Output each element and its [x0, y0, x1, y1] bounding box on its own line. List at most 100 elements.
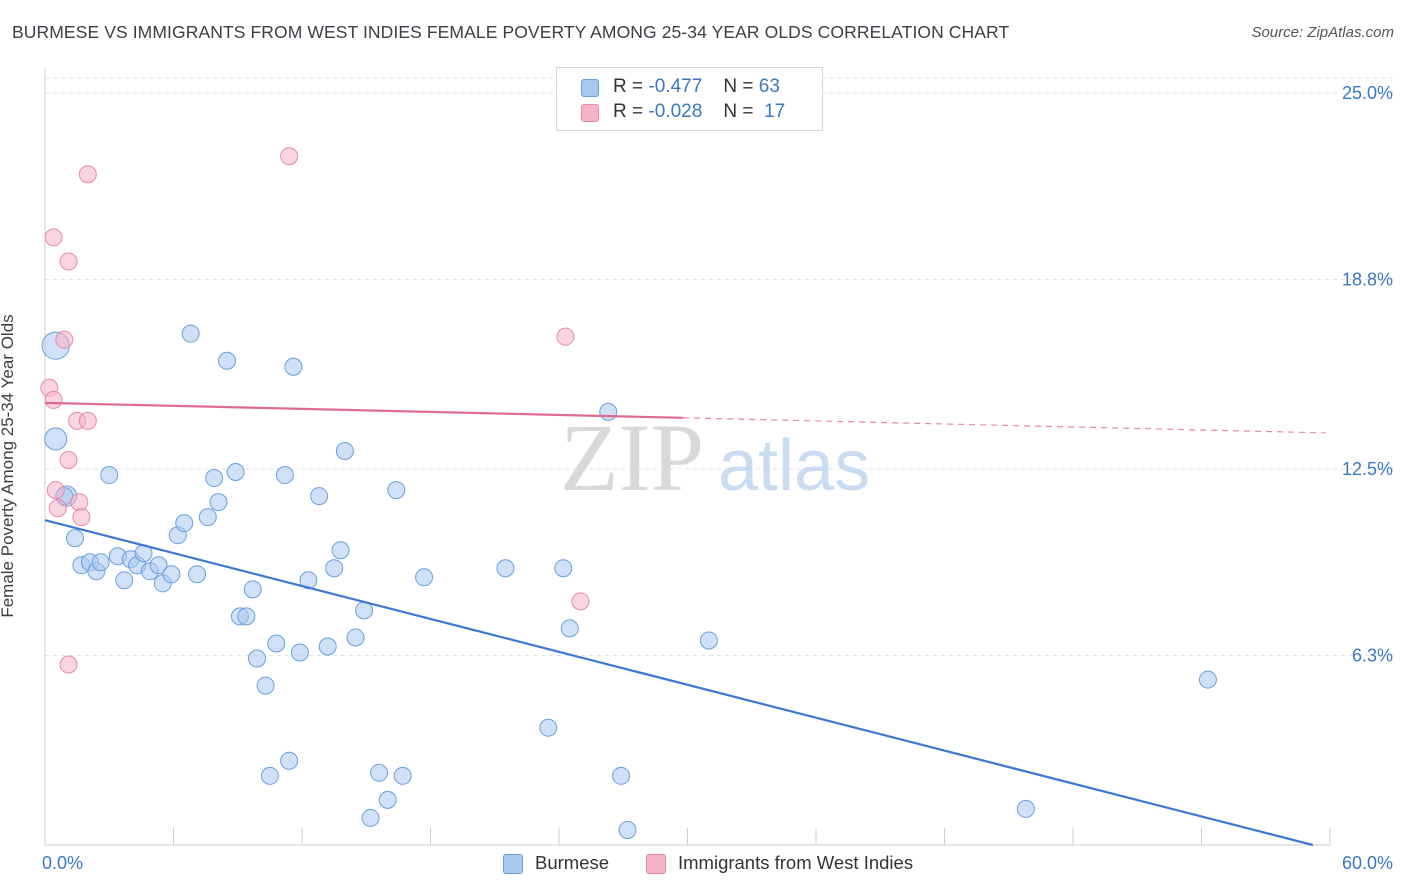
- burmese-point: [256, 676, 275, 695]
- legend-n-label: N =: [723, 101, 754, 122]
- x-tick-label: 0.0%: [42, 853, 83, 873]
- source-label: Source: ZipAtlas.com: [1251, 24, 1394, 41]
- burmese-point: [280, 751, 299, 770]
- west-indies-point: [46, 481, 65, 500]
- y-tick-label: 18.8%: [1342, 270, 1393, 290]
- grid-layer: [45, 77, 1395, 657]
- bottom-legend-swatch-burmese: [503, 854, 523, 874]
- legend-n-label: N =: [723, 76, 754, 97]
- burmese-point: [162, 565, 181, 584]
- watermark-zip: ZIP: [560, 404, 704, 511]
- west-indies-trend-line-extension: [683, 417, 1326, 434]
- burmese-point: [275, 466, 294, 485]
- west-indies-point: [59, 655, 78, 674]
- burmese-point: [100, 466, 119, 485]
- burmese-point: [267, 634, 286, 653]
- west-indies-point: [59, 450, 78, 469]
- west-indies-point: [59, 252, 78, 271]
- burmese-point: [299, 571, 318, 590]
- legend-r-label: R =: [613, 101, 644, 122]
- y-tick-label: 6.3%: [1352, 646, 1393, 666]
- burmese-point: [175, 514, 194, 533]
- axis-layer: [44, 68, 1331, 846]
- burmese-trend-line: [44, 519, 1314, 847]
- chart-title: BURMESE VS IMMIGRANTS FROM WEST INDIES F…: [12, 22, 1010, 42]
- west-indies-point: [44, 390, 63, 409]
- west-indies-point: [72, 508, 91, 527]
- tick-label-layer: 6.3% 12.5% 18.8% 25.0% 0.0% 60.0%: [42, 83, 1393, 873]
- burmese-point: [554, 559, 573, 578]
- west-indies-point: [78, 411, 97, 430]
- legend-n-value: 63: [758, 76, 780, 97]
- burmese-point: [248, 649, 267, 668]
- points-layer: [40, 147, 1217, 839]
- legend-r-label: R =: [613, 76, 644, 97]
- burmese-point: [318, 637, 337, 656]
- west-indies-point: [571, 592, 590, 611]
- burmese-point: [560, 619, 579, 638]
- burmese-point: [237, 607, 256, 626]
- legend-swatch-burmese: [581, 79, 599, 97]
- legend-r-value: -0.477: [648, 76, 703, 97]
- west-indies-point: [70, 493, 89, 512]
- burmese-point: [260, 766, 279, 785]
- burmese-point: [496, 559, 515, 578]
- west-indies-point: [556, 327, 575, 346]
- burmese-point: [378, 790, 397, 809]
- burmese-point: [205, 469, 224, 488]
- burmese-point: [1198, 670, 1217, 689]
- burmese-point: [65, 529, 84, 548]
- bottom-legend-swatch-west-indies: [646, 854, 666, 874]
- west-indies-point: [78, 165, 97, 184]
- west-indies-point: [44, 228, 63, 247]
- burmese-point: [331, 541, 350, 560]
- legend-n-value: 17: [764, 101, 786, 122]
- burmese-point: [335, 441, 354, 460]
- legend-swatch-west-indies: [581, 104, 599, 122]
- burmese-point: [393, 766, 412, 785]
- west-indies-point: [48, 499, 67, 518]
- burmese-point: [44, 427, 68, 451]
- burmese-point: [188, 565, 207, 584]
- watermark-atlas: atlas: [718, 426, 870, 506]
- burmese-point: [226, 463, 245, 482]
- burmese-point: [310, 487, 329, 506]
- burmese-point: [243, 580, 262, 599]
- burmese-point: [218, 351, 237, 370]
- burmese-point: [209, 493, 228, 512]
- y-axis-title: Female Poverty Among 25-34 Year Olds: [0, 314, 17, 618]
- burmese-point: [370, 763, 389, 782]
- burmese-point: [149, 556, 168, 575]
- burmese-point: [415, 568, 434, 587]
- watermark: ZIP atlas: [560, 404, 870, 511]
- legend-r-value: -0.028: [648, 101, 703, 122]
- burmese-point: [361, 808, 380, 827]
- correlation-legend: R = -0.477 N = 63 R = -0.028 N = 17: [556, 67, 823, 131]
- burmese-point: [1016, 799, 1035, 818]
- burmese-point: [346, 628, 365, 647]
- burmese-point: [198, 508, 217, 527]
- burmese-point: [325, 559, 344, 578]
- y-tick-label: 25.0%: [1342, 83, 1393, 103]
- burmese-point: [387, 481, 406, 500]
- burmese-point: [612, 766, 631, 785]
- west-indies-point: [55, 330, 74, 349]
- west-indies-trend-line: [44, 401, 684, 419]
- burmese-point: [284, 357, 303, 376]
- bottom-legend-label-west-indies: Immigrants from West Indies: [678, 852, 914, 873]
- legend-text-west-indies: R = -0.028 N = 17: [613, 101, 785, 123]
- west-indies-point: [280, 147, 299, 166]
- burmese-point: [699, 631, 718, 650]
- burmese-point: [539, 718, 558, 737]
- burmese-point: [618, 820, 637, 839]
- trend-layer: [44, 401, 1326, 847]
- burmese-point: [115, 571, 134, 590]
- burmese-point: [181, 324, 200, 343]
- burmese-point: [290, 643, 309, 662]
- burmese-point: [599, 402, 618, 421]
- burmese-point: [91, 553, 110, 572]
- bottom-legend-label-burmese: Burmese: [535, 852, 610, 873]
- y-tick-label: 12.5%: [1342, 459, 1393, 479]
- legend-text-burmese: R = -0.477 N = 63: [613, 76, 780, 98]
